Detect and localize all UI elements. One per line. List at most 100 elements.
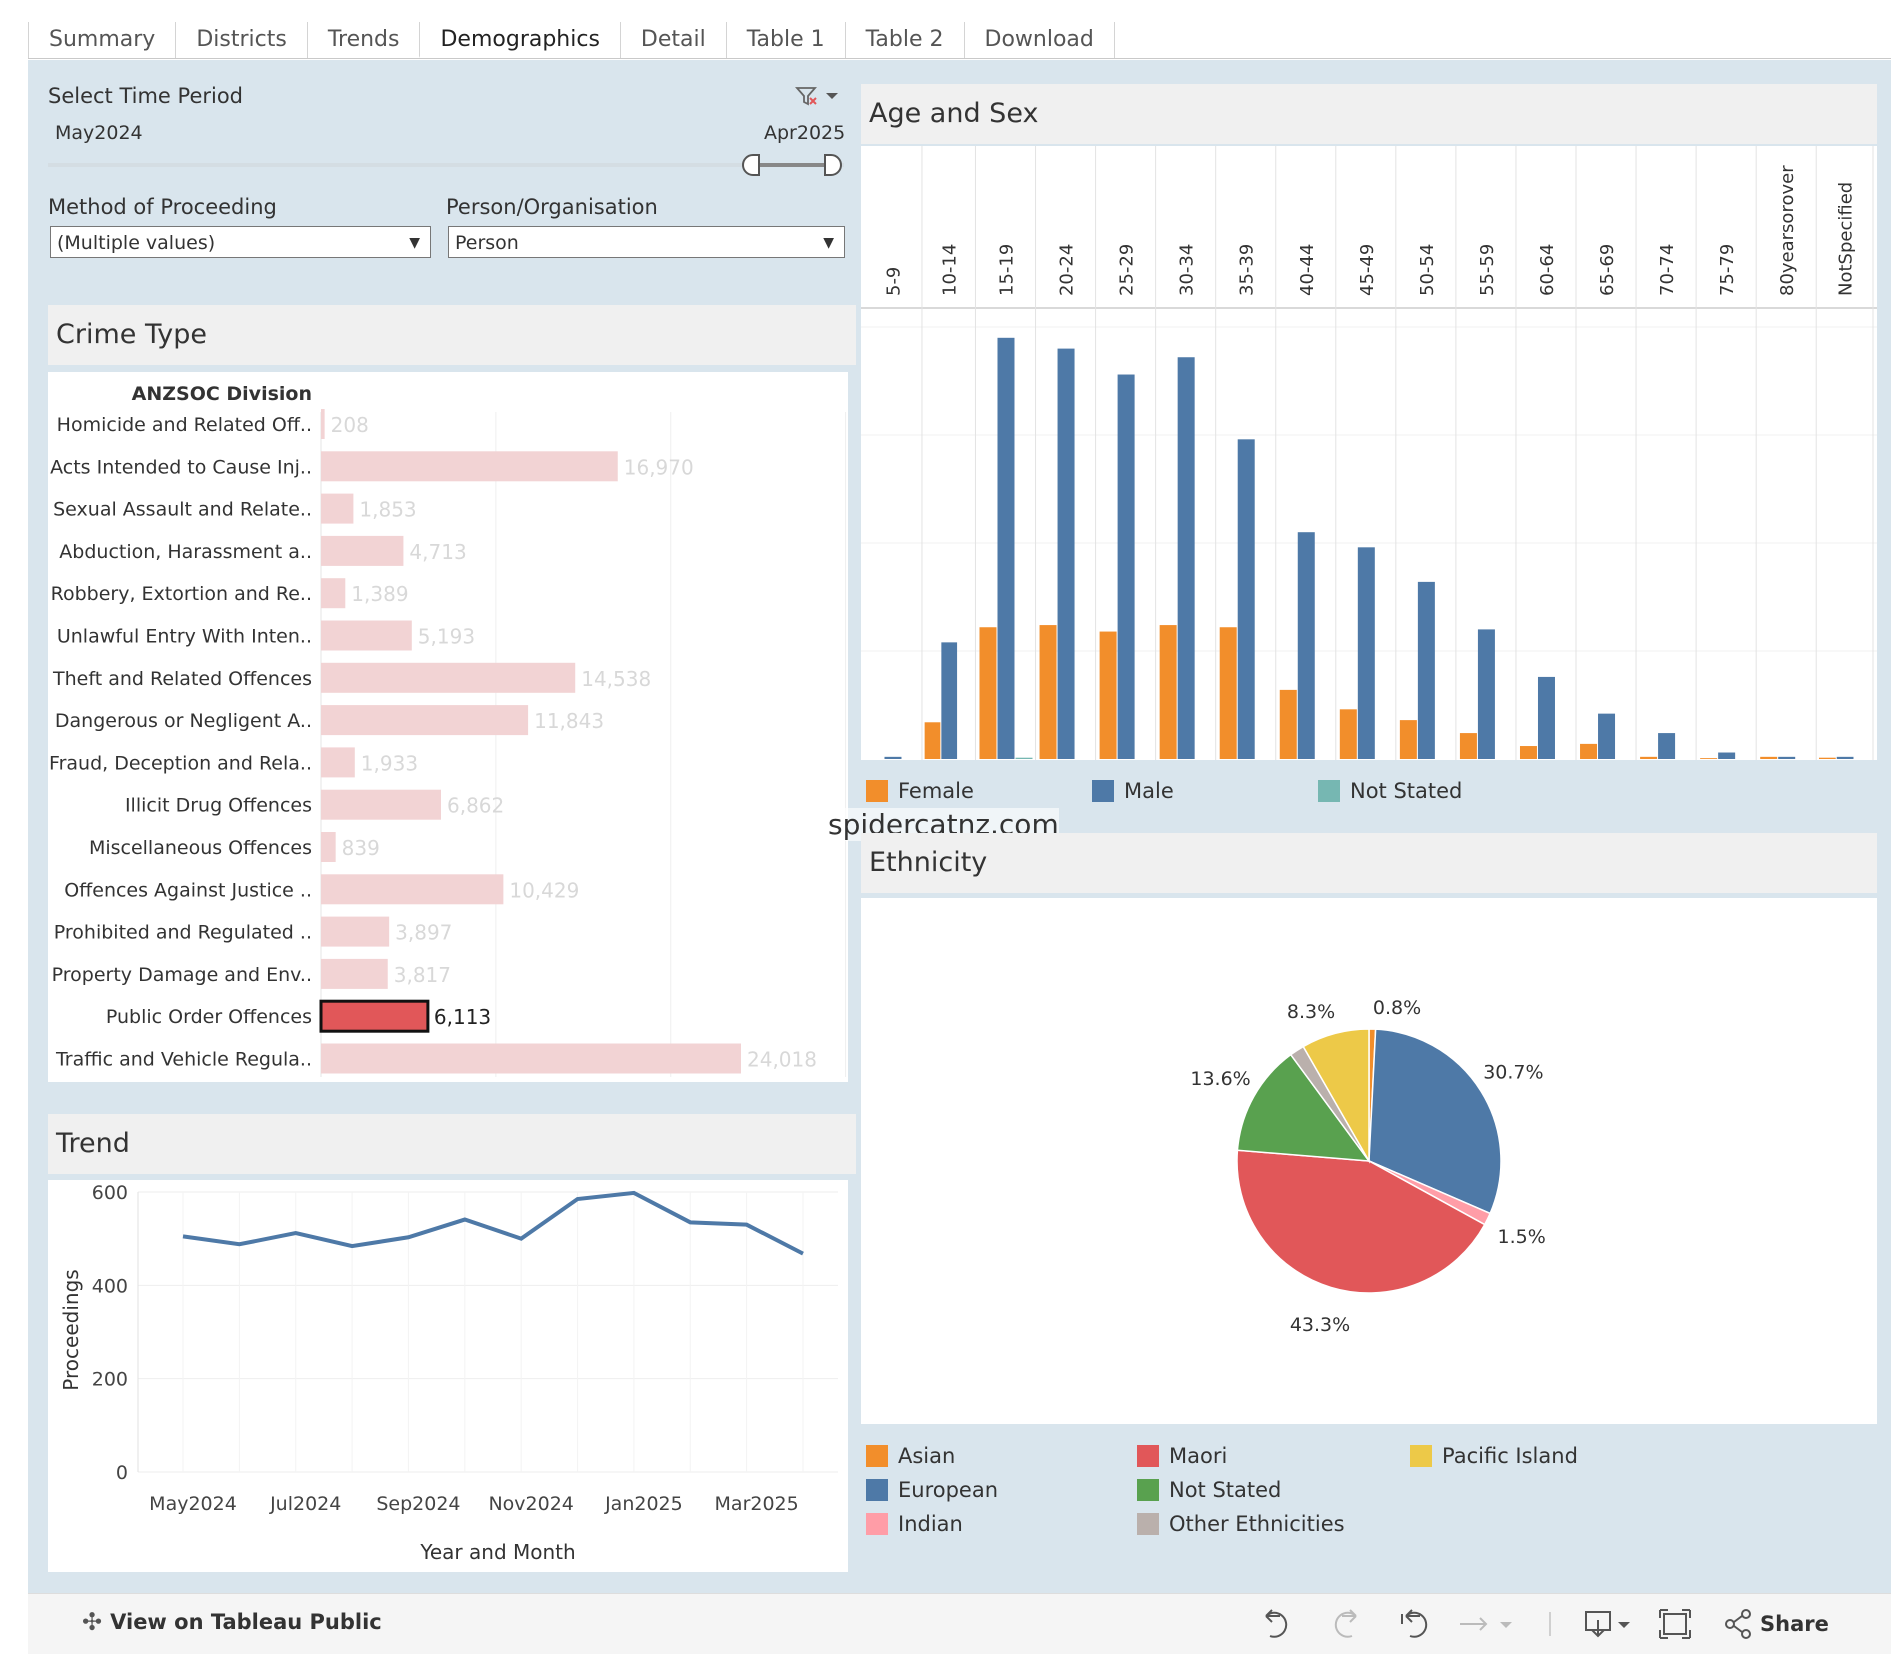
tab-districts[interactable]: Districts [175,22,307,58]
crime-bar[interactable] [321,662,576,693]
pie-slice-pacific-island[interactable] [1302,1028,1370,1164]
crime-bar[interactable] [321,1043,741,1074]
crime-row[interactable]: Illicit Drug Offences 6,862 [125,789,504,820]
legend-maori[interactable]: Maori [1137,1444,1227,1468]
legend-other-ethnicities[interactable]: Other Ethnicities [1137,1512,1345,1536]
age-bar-male[interactable] [1297,532,1315,759]
age-bar-male[interactable] [997,337,1015,759]
crime-row[interactable]: Offences Against Justice .. 10,429 [64,874,579,905]
age-bar-female[interactable] [1339,709,1357,759]
legend-female[interactable]: Female [866,779,974,803]
age-bar-female[interactable] [1399,720,1417,759]
redo-icon[interactable] [1334,1609,1357,1638]
crime-bar[interactable] [321,493,354,524]
tab-table-2[interactable]: Table 2 [844,22,964,58]
age-bar-female[interactable] [979,627,997,759]
crime-bar[interactable] [321,409,325,439]
age-bar-male[interactable] [1117,374,1135,759]
crime-row[interactable]: Unlawful Entry With Inten.. 5,193 [57,620,475,651]
crime-bar[interactable] [321,916,390,947]
age-bar-male[interactable] [1537,676,1555,759]
time-slider-track[interactable] [48,163,844,167]
tab-trends[interactable]: Trends [306,22,420,58]
crime-row[interactable]: Robbery, Extortion and Re.. 1,389 [51,578,409,609]
age-bar-female[interactable] [1159,625,1177,759]
age-bar-female[interactable] [1039,625,1057,759]
tab-table-1[interactable]: Table 1 [725,22,845,58]
tab-demographics[interactable]: Demographics [419,22,620,58]
age-bar-male[interactable] [1177,357,1195,759]
crime-row[interactable]: Traffic and Vehicle Regula.. 24,018 [55,1043,817,1074]
crime-row[interactable]: Sexual Assault and Relate.. 1,853 [53,493,417,524]
age-bar-not-stated[interactable] [1015,757,1033,759]
legend-asian[interactable]: Asian [866,1444,955,1468]
age-bar-male[interactable] [1237,439,1255,759]
crime-bar[interactable] [321,789,441,820]
tab-detail[interactable]: Detail [619,22,726,58]
age-bar-female[interactable] [1580,743,1598,759]
tab-summary[interactable]: Summary [28,22,176,58]
legend-european[interactable]: European [866,1478,998,1502]
crime-bar[interactable] [321,620,412,651]
share-icon[interactable] [1725,1609,1751,1639]
share-label[interactable]: Share [1760,1612,1829,1636]
crime-row[interactable]: Prohibited and Regulated .. 3,897 [54,916,453,947]
crime-row[interactable]: Abduction, Harassment a.. 4,713 [59,535,467,566]
time-slider-start-handle[interactable] [742,154,760,176]
crime-row[interactable]: Dangerous or Negligent A.. 11,843 [55,705,604,736]
download-icon[interactable] [1585,1611,1630,1638]
pie-slice-european[interactable] [1368,1028,1502,1215]
crime-row[interactable]: Miscellaneous Offences 839 [89,832,380,862]
age-bar-male[interactable] [1778,756,1796,759]
age-bar-female[interactable] [1700,758,1718,759]
age-bar-female[interactable] [924,722,941,759]
age-bar-male[interactable] [1477,629,1495,759]
age-bar-female[interactable] [1219,627,1237,759]
crime-row[interactable]: Theft and Related Offences 14,538 [52,662,651,693]
age-bar-female[interactable] [1279,689,1297,759]
legend-indian[interactable]: Indian [866,1512,963,1536]
pause-updates-icon[interactable] [1460,1617,1512,1631]
age-bar-male[interactable] [1658,733,1676,759]
pie-slice-maori[interactable] [1236,1149,1486,1294]
person-select[interactable]: Person ▼ [448,226,845,258]
view-on-tableau-link[interactable]: ✣ View on Tableau Public [82,1608,382,1636]
crime-bar[interactable] [321,705,529,736]
clear-filter-icon[interactable] [794,84,840,113]
crime-row[interactable]: Acts Intended to Cause Inj.. 16,970 [50,451,694,482]
age-bar-male[interactable] [884,756,902,759]
age-bar-male[interactable] [1836,756,1854,759]
age-bar-male[interactable] [941,642,958,759]
fullscreen-icon[interactable] [1659,1609,1691,1639]
age-bar-female[interactable] [1818,757,1836,759]
crime-bar[interactable] [321,535,404,566]
crime-bar[interactable] [319,999,430,1033]
crime-row[interactable]: Fraud, Deception and Rela.. 1,933 [49,747,418,778]
method-select[interactable]: (Multiple values) ▼ [50,226,431,258]
undo-icon[interactable] [1265,1609,1288,1638]
legend-not-stated[interactable]: Not Stated [1318,779,1462,803]
age-bar-male[interactable] [1598,713,1616,759]
legend-not-stated[interactable]: Not Stated [1137,1478,1281,1502]
crime-bar[interactable] [321,958,388,989]
crime-bar[interactable] [321,874,504,905]
pie-slice-not-stated[interactable] [1236,1053,1371,1162]
age-bar-female[interactable] [1459,733,1477,759]
tab-download[interactable]: Download [963,22,1115,58]
age-bar-male[interactable] [1057,348,1075,759]
legend-pacific-island[interactable]: Pacific Island [1410,1444,1578,1468]
age-bar-female[interactable] [1640,756,1658,759]
age-bar-male[interactable] [1357,547,1375,759]
crime-row[interactable]: Homicide and Related Off.. 208 [57,409,369,439]
legend-male[interactable]: Male [1092,779,1174,803]
crime-bar[interactable] [321,747,355,778]
age-bar-female[interactable] [1760,756,1778,759]
crime-bar[interactable] [321,832,336,862]
crime-row[interactable]: Public Order Offences 6,113 [106,999,491,1033]
crime-bar[interactable] [321,578,346,609]
crime-bar[interactable] [321,451,618,482]
age-bar-female[interactable] [1519,746,1537,759]
age-bar-male[interactable] [1718,752,1736,759]
revert-icon[interactable] [1401,1609,1428,1638]
crime-row[interactable]: Property Damage and Env.. 3,817 [52,958,451,989]
